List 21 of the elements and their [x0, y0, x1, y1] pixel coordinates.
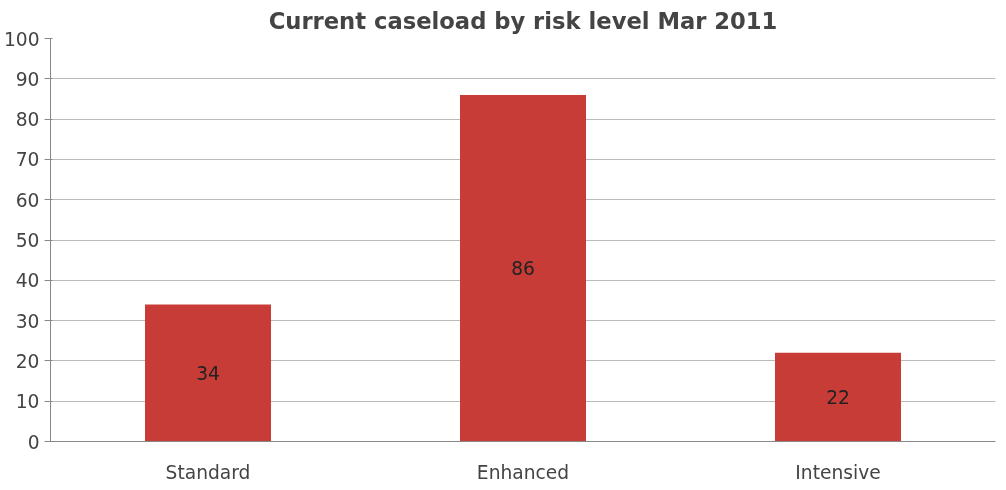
x-tick-label: Intensive	[795, 461, 881, 483]
bar	[775, 352, 901, 442]
bar	[145, 304, 271, 442]
bar	[460, 94, 586, 442]
y-tick-label: 90	[15, 68, 40, 90]
data-label: 22	[826, 387, 850, 409]
x-tick-label: Enhanced	[476, 461, 570, 483]
y-tick-label: 30	[15, 310, 40, 332]
y-tick-label: 40	[15, 270, 40, 292]
data-label: 34	[196, 362, 220, 384]
chart-title: Current caseload by risk level Mar 2011	[268, 7, 778, 34]
y-tick-label: 100	[3, 28, 40, 50]
y-tick-label: 10	[15, 391, 40, 413]
y-tick-label: 70	[15, 149, 40, 171]
y-tick-label: 0	[27, 431, 40, 453]
y-tick-label: 20	[15, 350, 40, 372]
y-tick-label: 60	[15, 189, 40, 211]
data-label: 86	[511, 258, 535, 280]
x-tick-label: Standard	[165, 461, 251, 483]
y-tick-label: 50	[15, 230, 40, 251]
y-tick-label: 80	[15, 109, 40, 131]
